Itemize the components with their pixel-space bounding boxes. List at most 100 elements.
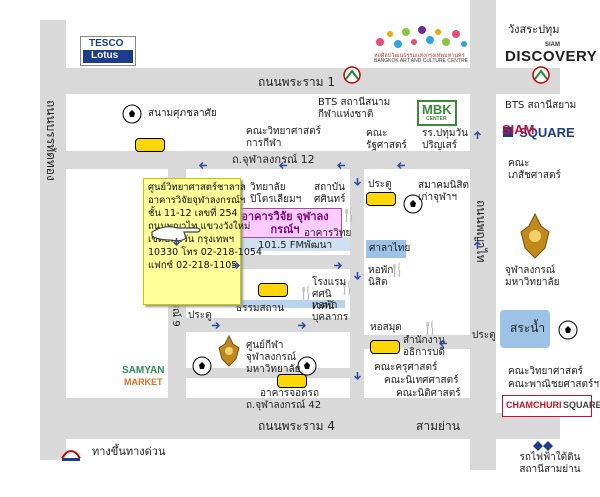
label-radio: 101.5 FM bbox=[258, 240, 305, 251]
label-fac-commerce: คณะพาณิชยศาสตร์ฯ bbox=[508, 379, 600, 390]
restaurant-icon: 🍴 bbox=[298, 286, 315, 301]
label-gate: ประตู bbox=[472, 330, 496, 341]
label-petroleum-college: วิทยาลัยปิโตรเลียมฯ bbox=[250, 182, 302, 205]
road-label-rama4: ถนนพระราม 4 bbox=[258, 419, 336, 433]
restaurant-icon: 🍴 bbox=[341, 208, 358, 223]
label-expressway: ทางขึ้นทางด่วน bbox=[92, 445, 166, 458]
arrow-icon bbox=[232, 261, 241, 270]
soccer-ball-icon bbox=[403, 194, 423, 214]
info-line: อาคารวิจัยจุฬาลงกรณ์ฯ bbox=[148, 195, 246, 206]
label-bts-siam: BTS สถานีสยาม bbox=[505, 100, 577, 111]
label-fac-pharmacy: คณะเภสัชศาสตร์ bbox=[508, 158, 561, 181]
label-national-stadium: สนามศุภชลาศัย bbox=[148, 108, 217, 119]
label-chula-univ: จุฬาลงกรณ์มหาวิทยาลัย bbox=[505, 265, 560, 288]
road-inner-east bbox=[350, 169, 364, 398]
tesco-lotus-logo: TESCO Lotus bbox=[80, 36, 136, 66]
arrow-icon bbox=[336, 161, 345, 170]
arrow-icon bbox=[198, 161, 207, 170]
road-label-rama1: ถนนพระราม 1 bbox=[258, 75, 336, 89]
taxi-icon bbox=[258, 283, 288, 297]
road-label-banthat: ถนนบรรทัดทอง bbox=[44, 100, 58, 181]
arrow-icon bbox=[438, 339, 447, 348]
label-sports-center: ศูนย์กีฬาจุฬาลงกรณ์มหาวิทยาลัย bbox=[246, 340, 301, 375]
address-info-box: ศูนย์วิทยาศาสตร์ชาลาล อาคารวิจัยจุฬาลงกร… bbox=[143, 178, 262, 305]
arrow-icon bbox=[212, 321, 221, 330]
road-label-samyan: สามย่าน bbox=[416, 419, 460, 433]
label-pathumwan-demo: รร.ปทุมวัน ปริญเสร์ bbox=[422, 128, 468, 151]
taxi-icon bbox=[277, 374, 307, 388]
siam-discovery-logo: SIAM DISCOVERY bbox=[505, 42, 598, 65]
road-banthat bbox=[40, 20, 66, 460]
siam-square-logo: SIAM SQUARE bbox=[502, 122, 575, 140]
bacc-logo: หอศิลปวัฒนธรรมแห่งกรุงเทพมหานคร BANGKOK … bbox=[372, 22, 472, 64]
chula-emblem-icon bbox=[218, 334, 240, 367]
road-phayathai bbox=[470, 0, 496, 470]
arrow-icon bbox=[396, 161, 405, 170]
mrt-icon bbox=[533, 441, 553, 451]
arrow-icon bbox=[278, 161, 287, 170]
walkway-area bbox=[235, 300, 345, 308]
chamchuri-square-logo: CHAMCHURI SQUARE bbox=[502, 395, 600, 417]
label-bts-national-stadium: BTS สถานีสนาม กีฬาแห่งชาติ bbox=[318, 97, 391, 120]
label-library: หอสมุด bbox=[370, 322, 402, 333]
soccer-ball-icon bbox=[558, 320, 578, 340]
road-label-phayathai: ถนนพญาไท bbox=[474, 200, 488, 263]
arrow-icon bbox=[172, 238, 181, 247]
samyan-market-logo: SAMYAN MARKET bbox=[122, 365, 165, 387]
taxi-icon bbox=[366, 192, 396, 206]
bacc-dots-icon bbox=[376, 26, 467, 48]
road-inner-north-loop bbox=[232, 255, 362, 269]
label-parking-building: อาคารจอดรถ bbox=[260, 388, 320, 399]
label-wangsrapathum: วังสระปทุม bbox=[508, 23, 560, 36]
pointing-hand-icon bbox=[151, 226, 201, 242]
soccer-ball-icon bbox=[192, 356, 212, 376]
pool-area bbox=[500, 310, 550, 348]
label-academic-office: สำนักงานอธิการบดี bbox=[403, 335, 445, 358]
info-line: ถนนพญาไท แขวงวังใหม่ bbox=[148, 221, 251, 232]
road-inner-mid bbox=[186, 318, 356, 332]
research-building-box[interactable]: อาคารวิจัย จุฬาลงกรณ์ฯ bbox=[228, 208, 342, 238]
label-fac-education: คณะครุศาสตร์ bbox=[374, 362, 438, 373]
arrow-icon bbox=[353, 272, 362, 281]
label-fac-communication: คณะนิเทศศาสตร์ bbox=[384, 375, 459, 386]
info-line: 10330 โทร 02-218-1054 bbox=[148, 247, 262, 258]
arrow-icon bbox=[334, 261, 343, 270]
label-fac-science: คณะวิทยาศาสตร์ bbox=[508, 366, 583, 377]
label-bank: ธรรมสถาน bbox=[236, 303, 285, 314]
restaurant-icon: 🍴 bbox=[339, 281, 356, 296]
road-inner-low bbox=[186, 368, 356, 378]
road-label-soi42: ถ.จุฬาลงกรณ์ 42 bbox=[246, 400, 322, 411]
soccer-ball-icon bbox=[122, 104, 142, 124]
soccer-ball-icon bbox=[297, 356, 317, 376]
bts-icon bbox=[532, 66, 550, 84]
label-sala-thai: ศาลาไทย bbox=[369, 243, 411, 254]
sala-thai-area bbox=[366, 240, 406, 258]
road-soi12 bbox=[66, 151, 470, 169]
info-line: ชั้น 11-12 เลขที่ 254 bbox=[148, 208, 238, 219]
label-hotel-sasa: โรงแรมศศนิเวศน์ bbox=[312, 277, 347, 312]
label-alumni: สมาคมนิสิตเก่าจุฬาฯ bbox=[418, 180, 470, 203]
arrow-icon bbox=[353, 372, 362, 381]
label-gate: ประตู bbox=[188, 310, 212, 321]
expressway-icon bbox=[61, 450, 81, 461]
label-fac-political-science: คณะรัฐศาสตร์ bbox=[366, 128, 407, 151]
road-label-soi12: ถ.จุฬาลงกรณ์ 12 bbox=[232, 153, 315, 166]
label-development-building: อาคารวิทยพัฒนา bbox=[304, 228, 352, 251]
info-line: ศูนย์วิทยาศาสตร์ชาลาล bbox=[148, 182, 246, 193]
info-line: แฟกซ์ 02-218-1105 bbox=[148, 260, 238, 271]
label-fac-sport-science: คณะวิทยาศาสตร์การกีฬา bbox=[246, 126, 321, 149]
bts-icon bbox=[343, 66, 361, 84]
label-dorm: หอพักนิสิต bbox=[368, 265, 394, 288]
label-staff-dorm: หอพักบุคลากร bbox=[312, 300, 349, 323]
restaurant-icon: 🍴 bbox=[422, 321, 439, 336]
arrow-icon bbox=[298, 321, 307, 330]
radio-area bbox=[240, 237, 350, 251]
info-line: เขตปทุมวัน กรุงเทพฯ bbox=[148, 234, 234, 245]
taxi-icon bbox=[370, 340, 400, 354]
label-pool: สระน้ำ bbox=[510, 321, 546, 335]
label-gate: ประตู bbox=[368, 179, 392, 190]
arrow-icon bbox=[473, 240, 482, 249]
chula-emblem-icon bbox=[520, 212, 550, 259]
restaurant-icon: 🍴 bbox=[389, 263, 406, 278]
